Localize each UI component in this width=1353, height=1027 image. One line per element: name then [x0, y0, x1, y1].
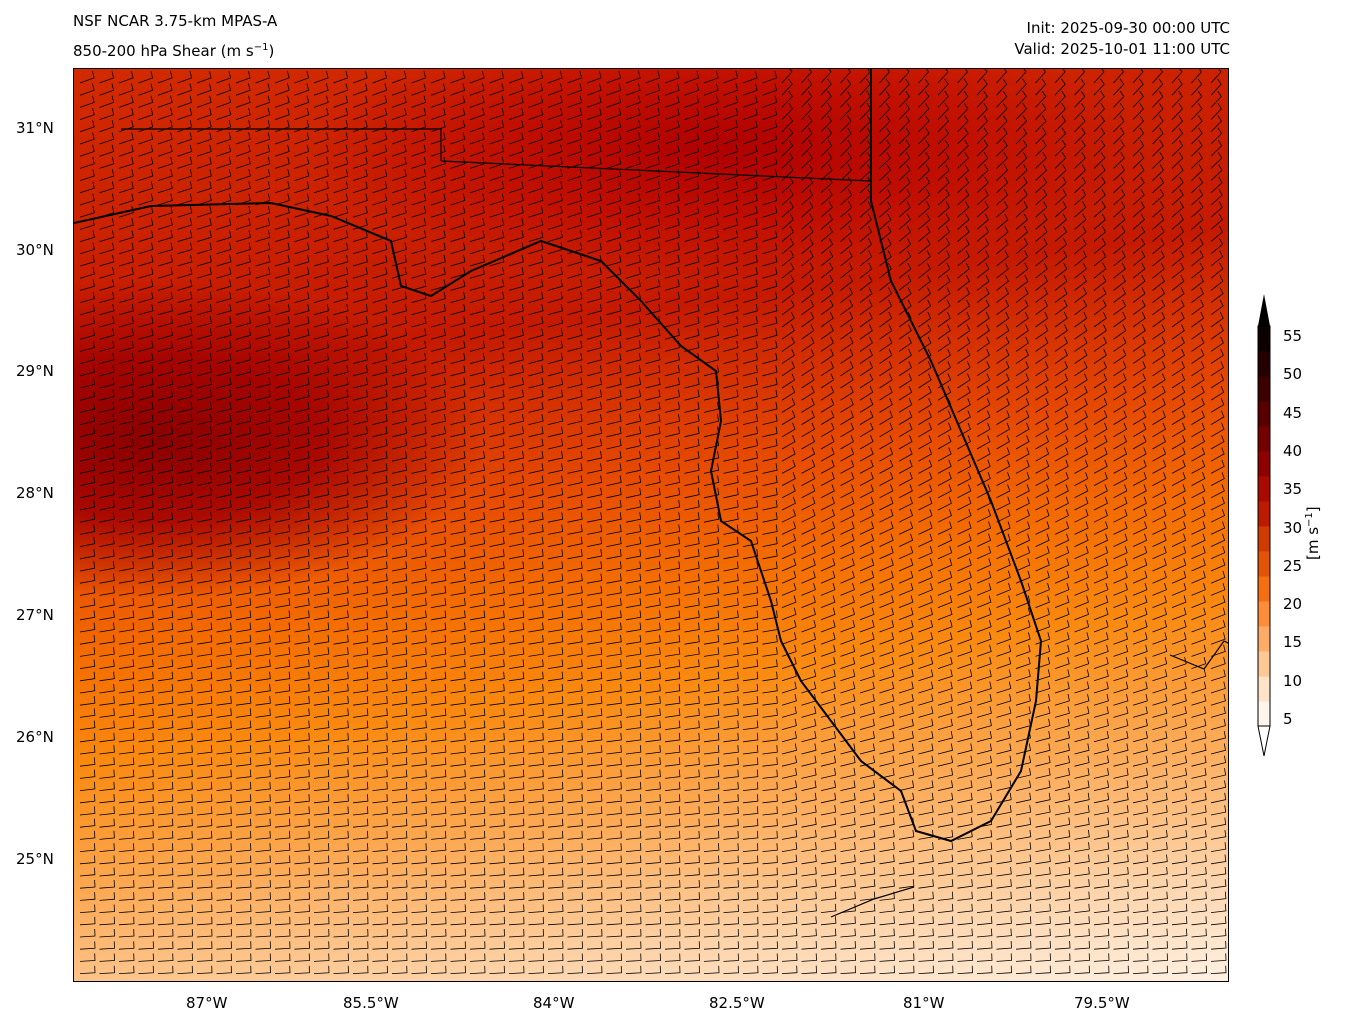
colorbar-segment — [1258, 401, 1270, 427]
colorbar-tick: 20 — [1283, 595, 1303, 614]
colorbar-segment — [1258, 426, 1270, 452]
lat-tick: 29°N — [16, 362, 54, 380]
colorbar-tick: 45 — [1283, 403, 1303, 422]
field-unit-sup: −1 — [253, 42, 269, 53]
valid-time: Valid: 2025-10-01 11:00 UTC — [1014, 40, 1230, 58]
colorbar-segment — [1258, 576, 1270, 602]
lon-tick: 81°W — [903, 994, 945, 1012]
bahamas-coast — [830, 640, 1228, 918]
colorbar-label: [m s−1] — [1300, 506, 1323, 560]
field-label: 850-200 hPa Shear (m s−1) — [73, 38, 274, 61]
colorbar-segment — [1258, 626, 1270, 652]
field-text: 850-200 hPa Shear (m s — [73, 42, 254, 60]
wind-barb-field — [79, 69, 1227, 974]
lon-tick: 79.5°W — [1074, 994, 1130, 1012]
lon-tick: 87°W — [186, 994, 228, 1012]
colorbar-segment — [1258, 351, 1270, 377]
shear-map — [73, 68, 1229, 982]
colorbar-segment — [1258, 651, 1270, 677]
colorbar-segment — [1258, 451, 1270, 477]
init-time: Init: 2025-09-30 00:00 UTC — [1026, 19, 1230, 37]
florida-coastline — [74, 69, 1043, 843]
colorbar-tick: 15 — [1283, 633, 1303, 652]
lon-tick: 85.5°W — [343, 994, 399, 1012]
lat-tick: 27°N — [16, 606, 54, 624]
lon-tick: 84°W — [533, 994, 575, 1012]
colorbar-segment — [1258, 676, 1270, 702]
colorbar-tick: 55 — [1283, 327, 1303, 345]
colorbar-segment — [1258, 601, 1270, 627]
colorbar-segment — [1258, 326, 1270, 352]
colorbar-tick: 10 — [1283, 671, 1303, 690]
lat-tick: 25°N — [16, 850, 54, 868]
colorbar-segment — [1258, 551, 1270, 577]
colorbar-extend-min — [1257, 725, 1271, 757]
state-border — [121, 128, 872, 182]
colorbar-segment — [1258, 701, 1270, 727]
colorbar-tick: 35 — [1283, 480, 1303, 499]
lat-tick: 30°N — [16, 241, 54, 259]
colorbar-label-end: ] — [1304, 506, 1322, 513]
colorbar — [1257, 294, 1271, 757]
colorbar-segment — [1258, 501, 1270, 527]
map-title: NSF NCAR 3.75-km MPAS-A — [73, 12, 278, 30]
colorbar-extend-max — [1258, 294, 1270, 326]
colorbar-segment — [1258, 526, 1270, 552]
colorbar-tick: 5 — [1283, 710, 1293, 728]
colorbar-segment — [1258, 476, 1270, 502]
colorbar-label-sup: −1 — [1304, 512, 1315, 527]
colorbar-label-text: [m s — [1304, 526, 1322, 560]
colorbar-tick: 30 — [1283, 518, 1303, 537]
colorbar-segment — [1258, 376, 1270, 402]
colorbar-segments — [1257, 294, 1271, 757]
wind-barbs — [79, 69, 1227, 974]
map-layer — [74, 69, 1228, 974]
lat-tick: 31°N — [16, 119, 54, 137]
colorbar-tick: 25 — [1283, 556, 1303, 575]
colorbar-tick: 40 — [1283, 441, 1303, 460]
colorbar-tick: 50 — [1283, 365, 1303, 384]
field-text-end: ) — [268, 42, 275, 60]
lon-tick: 82.5°W — [709, 994, 765, 1012]
lat-tick: 26°N — [16, 728, 54, 746]
lat-tick: 28°N — [16, 484, 54, 502]
